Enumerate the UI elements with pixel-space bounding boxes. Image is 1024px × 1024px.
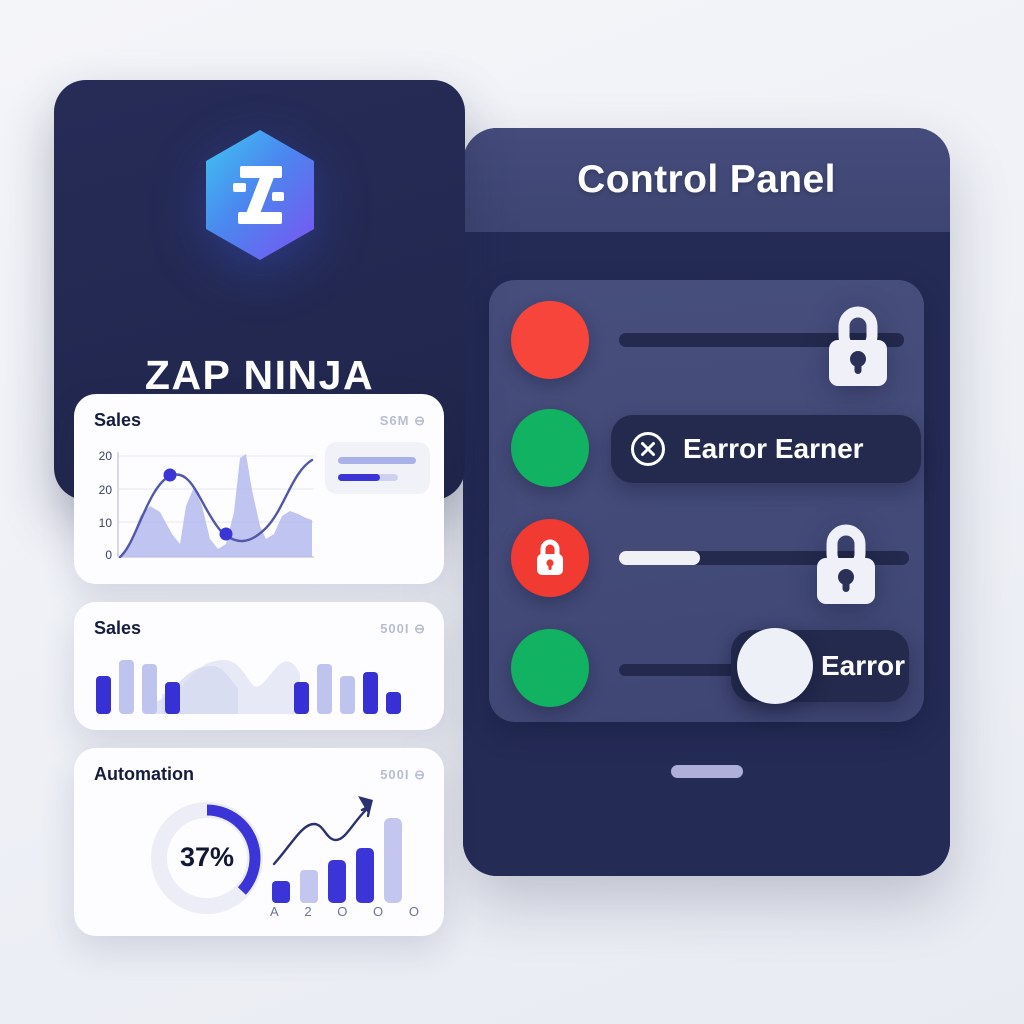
- control-panel-header: Control Panel: [463, 128, 950, 232]
- card-meta: S6M ⊖: [379, 412, 426, 428]
- lock-closed-icon-3[interactable]: [809, 524, 883, 608]
- status-dot-1[interactable]: [511, 301, 589, 379]
- bar-label-3: O: [373, 904, 385, 919]
- sales-legend-mini-card: [325, 442, 430, 494]
- control-panel-body: Earror Earner: [463, 232, 950, 876]
- bar-label-1: 2: [304, 904, 313, 919]
- status-dot-4[interactable]: [511, 629, 589, 707]
- earror-toggle-label: Earror: [821, 650, 906, 681]
- automation-charts: [74, 748, 444, 936]
- card-meta: 500I ⊖: [380, 766, 426, 782]
- automation-bar-axis-labels: A 2 O O O: [270, 904, 420, 919]
- sales-bar-chart: [74, 602, 444, 730]
- home-indicator: [670, 765, 743, 778]
- status-dot-2[interactable]: [511, 409, 589, 487]
- earror-earner-label: Earror Earner: [683, 433, 864, 464]
- legend-bar-top: [338, 457, 416, 464]
- card-title: Automation: [94, 764, 194, 784]
- card-meta: 500I ⊖: [380, 620, 426, 636]
- lock-closed-icon-1[interactable]: [821, 306, 895, 390]
- svg-text:20: 20: [99, 449, 113, 463]
- control-row-3: [489, 510, 924, 606]
- bar-label-4: O: [408, 904, 420, 919]
- status-dot-3-locked[interactable]: [511, 519, 589, 597]
- card-title: Sales: [94, 618, 142, 638]
- slider-3-fill: [619, 551, 701, 565]
- control-panel: Control Panel: [463, 128, 950, 876]
- automation-percent-label: 37%: [179, 842, 235, 872]
- control-row-4: Earror: [489, 620, 924, 716]
- x-circle-icon: [629, 430, 667, 468]
- card-title: Sales: [94, 410, 142, 430]
- lock-closed-icon-small: [533, 539, 567, 577]
- toggle-knob[interactable]: [737, 628, 813, 704]
- bar-label-0: A: [270, 904, 280, 919]
- hexagon-z-logo-icon: [200, 128, 320, 262]
- sales-bar-card: Sales 500I ⊖: [74, 602, 444, 730]
- control-rows-card: Earror Earner: [489, 280, 924, 722]
- bar-label-2: O: [337, 904, 349, 919]
- earror-earner-button[interactable]: Earror Earner: [611, 415, 921, 483]
- brand-name: ZAP NINJA: [144, 352, 375, 398]
- control-row-1: [489, 292, 924, 388]
- svg-text:0: 0: [105, 548, 112, 562]
- legend-bar-bottom-fill: [338, 474, 380, 481]
- sales-bar-card-header: Sales 500I ⊖: [94, 618, 426, 639]
- automation-card-header: Automation 500I ⊖: [94, 764, 426, 785]
- sales-area-card-header: Sales S6M ⊖: [94, 410, 426, 431]
- control-row-2: Earror Earner: [489, 400, 924, 496]
- control-panel-title: Control Panel: [577, 158, 836, 201]
- sales-area-chart: 20 20 10 0: [74, 394, 444, 584]
- svg-text:10: 10: [99, 516, 113, 530]
- automation-card: Automation 500I ⊖ 37: [74, 748, 444, 936]
- svg-text:20: 20: [99, 483, 113, 497]
- earror-toggle[interactable]: Earror: [731, 628, 909, 704]
- sales-area-card: Sales S6M ⊖ 20 20 10 0: [74, 394, 444, 584]
